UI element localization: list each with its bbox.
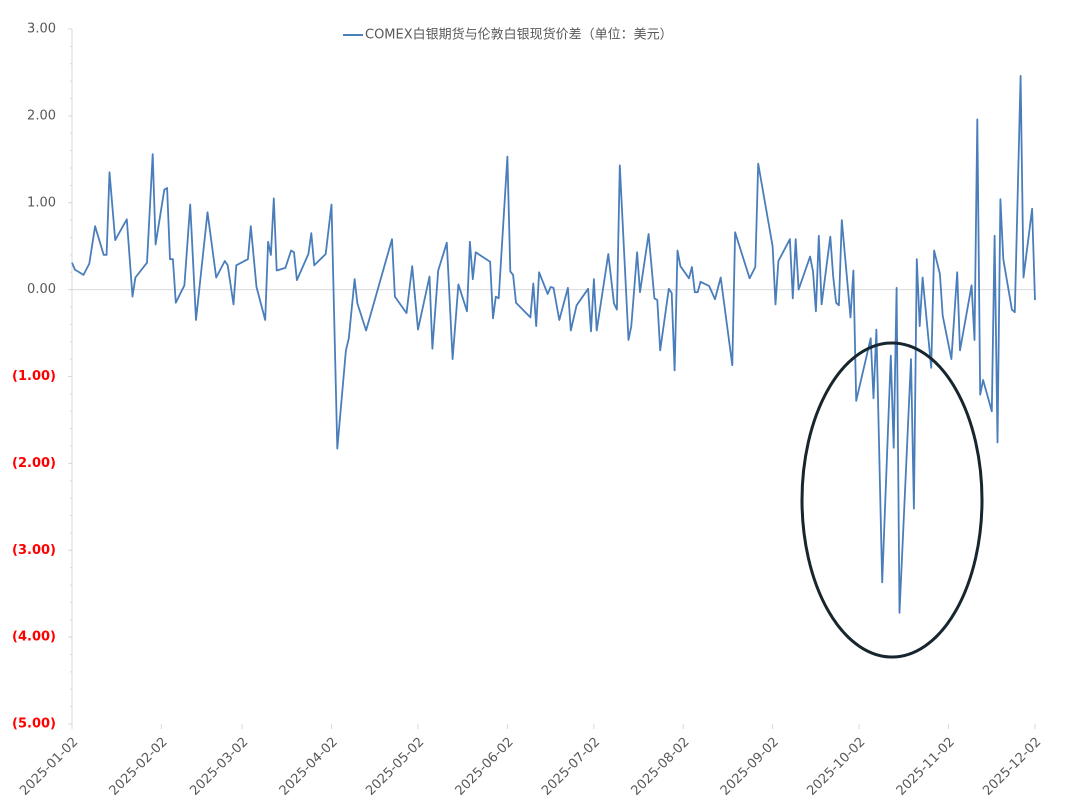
x-tick-label: 2025-01-02 [17, 735, 81, 799]
x-tick-label: 2025-02-02 [107, 735, 171, 799]
x-tick-label: 2025-03-02 [187, 735, 251, 799]
y-tick-label: (4.00) [12, 630, 56, 645]
x-tick-label: 2025-06-02 [453, 735, 517, 799]
y-tick-label: 1.00 [27, 195, 56, 210]
y-tick-label: 3.00 [27, 22, 56, 37]
x-tick-label: 2025-09-02 [718, 735, 782, 799]
x-tick-label: 2025-04-02 [277, 735, 341, 799]
x-tick-label: 2025-10-02 [804, 735, 868, 799]
y-tick-label: (3.00) [12, 543, 56, 558]
y-tick-label: 2.00 [27, 108, 56, 123]
y-tick-label: (2.00) [12, 456, 56, 471]
x-tick-label: 2025-12-02 [980, 735, 1044, 799]
y-tick-label: (5.00) [12, 717, 56, 732]
y-tick-label: (1.00) [12, 369, 56, 384]
y-tick-label: 0.00 [27, 282, 56, 297]
x-tick-label: 2025-08-02 [629, 735, 693, 799]
legend-label: COMEX白银期货与伦敦白银现货价差（单位：美元） [365, 27, 673, 43]
data-line [71, 75, 1036, 614]
highlight-ellipse [800, 341, 984, 659]
x-tick-label: 2025-05-02 [363, 735, 427, 799]
x-tick-label: 2025-07-02 [539, 735, 603, 799]
x-tick-label: 2025-11-02 [894, 735, 958, 799]
